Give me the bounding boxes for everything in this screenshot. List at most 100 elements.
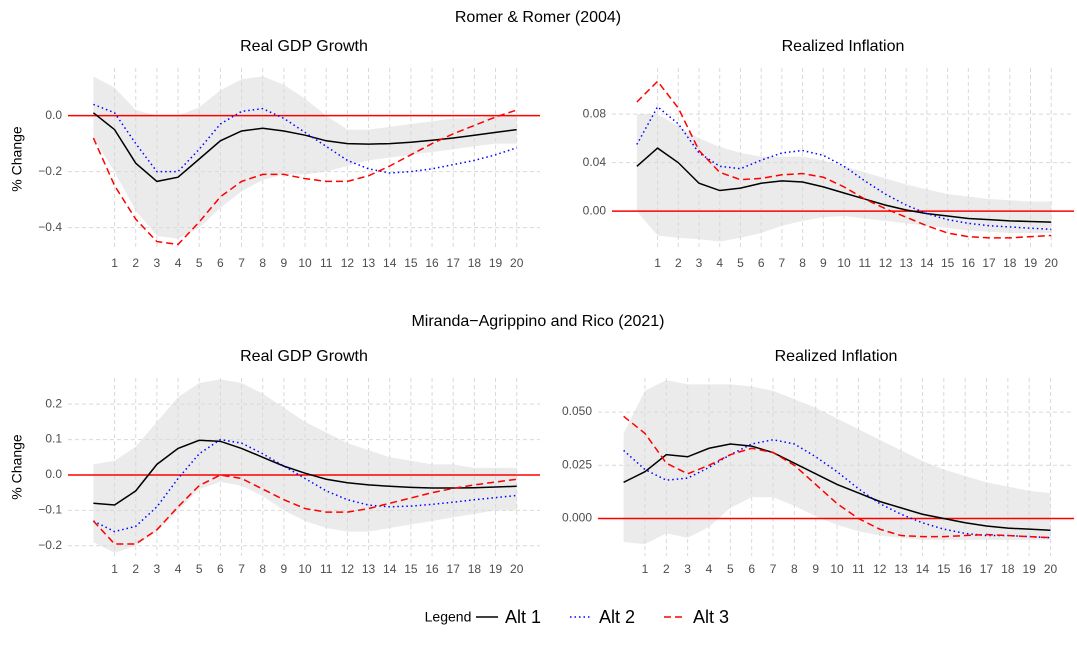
x-tick-label: 17: [982, 256, 996, 270]
y-axis-label: % Change: [9, 434, 25, 500]
chart-title: Realized Inflation: [775, 348, 898, 365]
series-line: [636, 105, 1052, 231]
x-tick-label: 14: [383, 256, 397, 270]
x-tick-label: 3: [154, 256, 161, 270]
chart-title: Real GDP Growth: [240, 38, 368, 55]
x-tick-label: 7: [238, 562, 245, 576]
x-tick-label: 14: [920, 256, 934, 270]
y-tick-label: 0.0: [45, 108, 62, 122]
x-tick-label: 8: [259, 562, 266, 576]
x-tick-label: 12: [341, 562, 355, 576]
y-tick-label: 0.050: [562, 404, 592, 418]
x-tick-label: 19: [489, 256, 503, 270]
x-tick-label: 7: [779, 256, 786, 270]
y-tick-label: 0.00: [583, 203, 607, 217]
x-tick-label: 20: [510, 562, 524, 576]
x-tick-label: 9: [820, 256, 827, 270]
x-tick-label: 10: [830, 562, 844, 576]
x-tick-label: 2: [132, 256, 139, 270]
series-line: [92, 109, 517, 246]
x-tick-label: 15: [937, 562, 951, 576]
y-tick-label: 0.0: [45, 467, 62, 481]
x-tick-label: 14: [916, 562, 930, 576]
x-tick-label: 5: [737, 256, 744, 270]
y-tick-label: −0.2: [38, 538, 62, 552]
series-line: [623, 438, 1051, 539]
x-tick-label: 20: [1044, 562, 1058, 576]
x-tick-label: 18: [468, 562, 482, 576]
x-tick-label: 4: [716, 256, 723, 270]
confidence-band: [93, 76, 517, 239]
x-tick-label: 15: [404, 562, 418, 576]
section-title: Romer & Romer (2004): [455, 9, 621, 26]
y-axis-label: % Change: [9, 126, 25, 192]
x-tick-label: 1: [654, 256, 661, 270]
x-tick-label: 13: [362, 256, 376, 270]
x-tick-label: 6: [758, 256, 765, 270]
y-tick-label: −0.2: [38, 164, 62, 178]
x-tick-label: 20: [1045, 256, 1059, 270]
x-tick-label: 15: [941, 256, 955, 270]
x-tick-label: 13: [900, 256, 914, 270]
x-tick-label: 12: [879, 256, 893, 270]
x-tick-label: 8: [791, 562, 798, 576]
x-tick-label: 5: [727, 562, 734, 576]
x-tick-label: 2: [663, 562, 670, 576]
x-tick-label: 9: [281, 562, 288, 576]
x-tick-label: 8: [799, 256, 806, 270]
x-tick-label: 5: [196, 562, 203, 576]
x-tick-label: 14: [383, 562, 397, 576]
x-tick-label: 18: [1003, 256, 1017, 270]
chart-title: Realized Inflation: [782, 38, 905, 55]
x-tick-label: 18: [468, 256, 482, 270]
x-tick-label: 18: [1001, 562, 1015, 576]
x-tick-label: 17: [447, 256, 461, 270]
series-line: [93, 439, 517, 506]
x-tick-label: 16: [962, 256, 976, 270]
x-tick-label: 9: [281, 256, 288, 270]
series-line: [93, 438, 517, 533]
x-tick-label: 11: [852, 562, 865, 576]
section-title: Miranda−Agrippino and Rico (2021): [411, 313, 664, 330]
x-tick-label: 17: [980, 562, 994, 576]
x-tick-label: 3: [684, 562, 691, 576]
x-tick-label: 12: [873, 562, 887, 576]
x-tick-label: 1: [111, 562, 118, 576]
x-tick-label: 19: [1024, 256, 1038, 270]
x-tick-label: 15: [404, 256, 418, 270]
x-tick-label: 6: [217, 562, 224, 576]
x-tick-label: 19: [1022, 562, 1036, 576]
x-tick-label: 3: [696, 256, 703, 270]
y-tick-label: 0.000: [562, 511, 592, 525]
series-line: [636, 147, 1052, 223]
series-line: [92, 474, 517, 545]
x-tick-label: 10: [298, 256, 312, 270]
x-tick-label: 6: [217, 256, 224, 270]
x-tick-label: 10: [298, 562, 312, 576]
x-tick-label: 16: [425, 256, 439, 270]
legend-label: Alt 2: [599, 607, 635, 627]
x-tick-label: 2: [132, 562, 139, 576]
y-tick-label: −0.1: [38, 503, 62, 517]
x-tick-label: 19: [489, 562, 503, 576]
y-tick-label: 0.08: [583, 106, 607, 120]
x-tick-label: 8: [259, 256, 266, 270]
x-tick-label: 11: [320, 562, 333, 576]
x-tick-label: 3: [154, 562, 161, 576]
x-tick-label: 7: [770, 562, 777, 576]
series-line: [623, 415, 1051, 539]
series-line: [92, 112, 517, 183]
x-tick-label: 4: [175, 562, 182, 576]
x-tick-label: 4: [706, 562, 713, 576]
x-tick-label: 5: [196, 256, 203, 270]
series-line: [623, 443, 1051, 531]
x-tick-label: 9: [812, 562, 819, 576]
x-tick-label: 1: [111, 256, 118, 270]
legend-label: Alt 3: [693, 607, 729, 627]
y-tick-label: 0.1: [45, 432, 62, 446]
x-tick-label: 4: [175, 256, 182, 270]
x-tick-label: 16: [425, 562, 439, 576]
y-tick-label: 0.04: [583, 155, 607, 169]
x-tick-label: 1: [642, 562, 649, 576]
